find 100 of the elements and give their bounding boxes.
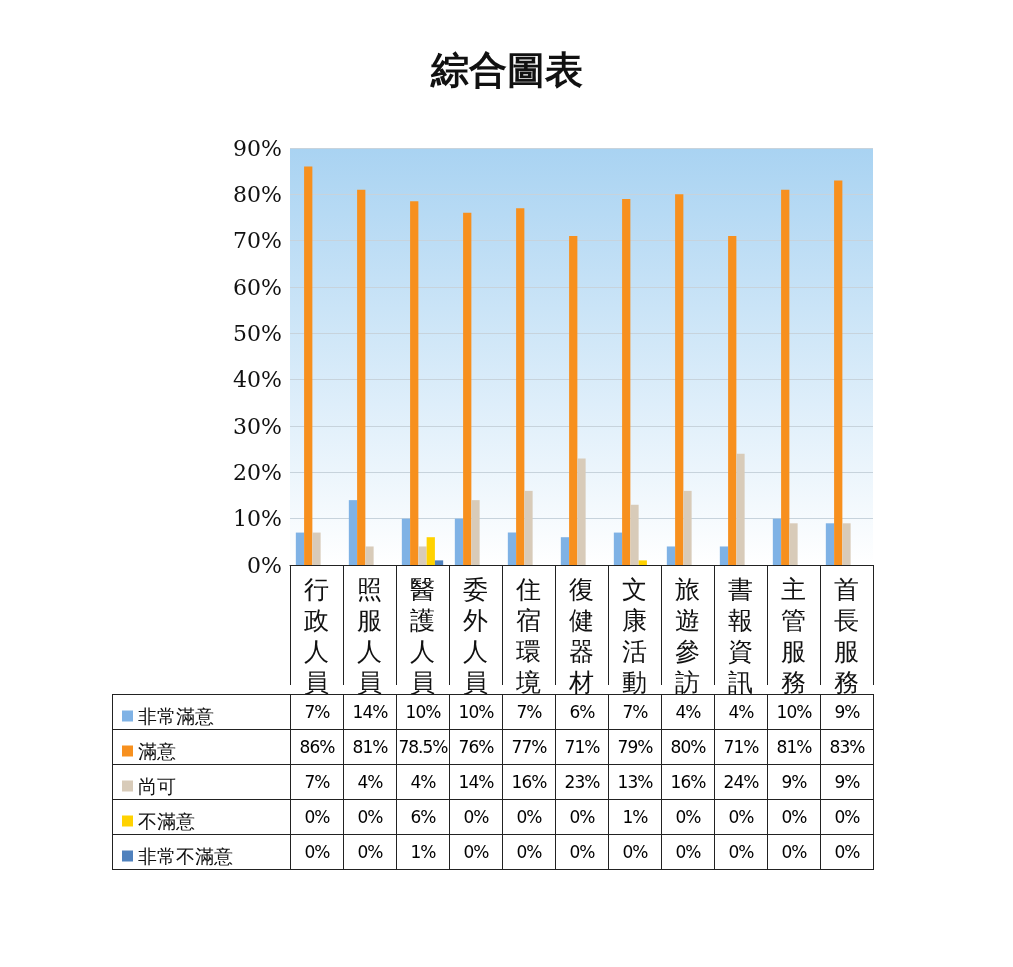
bar [560,537,570,565]
data-label: 0% [555,834,609,870]
x-tick-label: 委外人員 [463,574,488,696]
legend-label: 不滿意 [138,810,195,832]
data-label: 16% [661,764,715,800]
bar [365,546,374,565]
y-tick-label: 70% [233,228,282,254]
x-tick-label: 行政人員 [304,574,329,696]
data-label: 16% [502,764,556,800]
bar [357,189,366,565]
data-label: 0% [767,799,821,835]
x-tick-label: 首長服務 [834,574,859,696]
y-tick-label: 40% [233,367,282,393]
x-tick-label: 住宿環境 [515,574,541,696]
data-label: 0% [343,799,397,835]
legend-label: 非常滿意 [138,705,214,727]
legend-label: 尚可 [138,775,176,797]
x-tick-label: 醫護人員 [410,574,435,696]
data-label: 9% [767,764,821,800]
bar [781,189,790,565]
bar [577,458,586,565]
data-label: 71% [555,729,609,765]
bar [401,518,411,565]
data-label: 0% [661,834,715,870]
data-label: 0% [714,834,768,870]
data-label: 4% [343,764,397,800]
legend-label: 滿意 [138,740,176,762]
bar [295,532,305,565]
data-label: 0% [820,799,874,835]
data-label: 77% [502,729,556,765]
bar [728,236,737,565]
bar [516,208,525,565]
bar [825,523,835,565]
data-label: 14% [343,694,397,730]
data-label: 71% [714,729,768,765]
data-label: 14% [449,764,503,800]
data-label: 10% [767,694,821,730]
data-label: 0% [555,799,609,835]
data-label: 0% [449,834,503,870]
bar [638,560,647,565]
bar [304,166,313,565]
bar [736,453,745,565]
data-label: 6% [396,799,450,835]
x-tick-label: 書報資訊 [728,574,753,696]
y-tick-label: 60% [233,274,282,300]
bar [842,523,851,565]
data-label: 78.5% [396,729,450,765]
y-tick-label: 30% [233,413,282,439]
y-tick-label: 0% [247,552,282,578]
x-tick-label: 旅遊參訪 [675,574,700,696]
y-tick-label: 20% [233,459,282,485]
data-label: 7% [608,694,662,730]
data-label: 83% [820,729,874,765]
bar [312,532,321,565]
data-label: 76% [449,729,503,765]
x-tick-label: 文康活動 [622,574,647,696]
bar [622,198,631,565]
bar [434,560,444,565]
data-label: 9% [820,694,874,730]
data-label: 86% [290,729,344,765]
data-label: 4% [396,764,450,800]
bar [834,180,843,565]
data-label: 23% [555,764,609,800]
data-label: 81% [767,729,821,765]
data-label: 0% [290,799,344,835]
y-tick-label: 50% [233,320,282,346]
bar [772,518,782,565]
y-tick-label: 80% [233,181,282,207]
data-label: 10% [396,694,450,730]
bar [410,201,419,565]
bar [507,532,517,565]
bar [666,546,676,565]
data-label: 0% [608,834,662,870]
data-label: 0% [502,834,556,870]
bar [569,236,578,565]
bar [426,537,435,565]
data-label: 0% [767,834,821,870]
y-tick-label: 90% [233,135,282,161]
data-label: 81% [343,729,397,765]
data-label: 7% [290,694,344,730]
data-label: 80% [661,729,715,765]
data-label: 4% [714,694,768,730]
data-label: 9% [820,764,874,800]
data-label: 0% [661,799,715,835]
x-tick-label: 主管服務 [781,574,806,696]
data-label: 0% [343,834,397,870]
data-label: 13% [608,764,662,800]
bar [630,504,639,565]
y-tick-label: 10% [233,506,282,532]
data-label: 1% [608,799,662,835]
data-label: 7% [502,694,556,730]
data-label: 1% [396,834,450,870]
data-label: 10% [449,694,503,730]
bar [613,532,623,565]
data-label: 6% [555,694,609,730]
bar [418,546,427,565]
bar [463,212,472,565]
chart-title: 綜合圖表 [429,46,583,92]
bar [471,500,480,565]
bar [348,500,358,565]
